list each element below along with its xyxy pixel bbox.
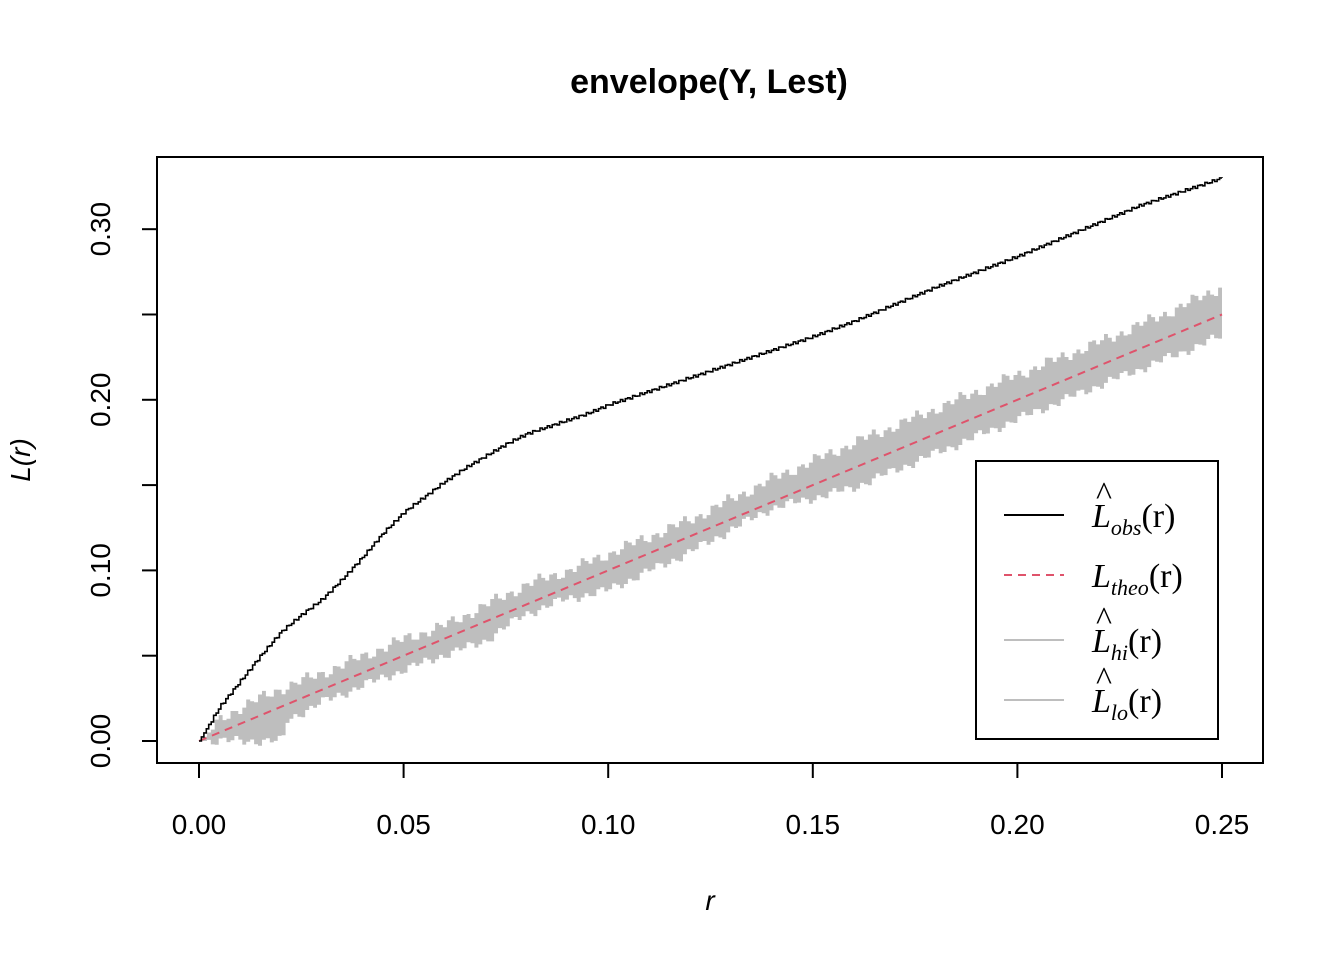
x-tick-label: 0.15 [786, 809, 841, 840]
y-tick-label: 0.00 [85, 714, 116, 769]
y-tick-label: 0.10 [85, 543, 116, 598]
y-tick-label: 0.20 [85, 373, 116, 428]
chart-title: envelope(Y, Lest) [570, 63, 848, 101]
series-line-obs [199, 177, 1223, 742]
legend-hat-lo: ^ [1096, 661, 1112, 698]
legend: Lobs(r)^Ltheo(r)Lhi(r)^Llo(r)^ [975, 460, 1219, 740]
x-tick-label: 0.05 [376, 809, 431, 840]
y-tick-label: 0.30 [85, 202, 116, 257]
y-axis: 0.00 0.10 0.20 0.30 [85, 202, 158, 769]
legend-label-obs: Lobs(r) [1091, 498, 1175, 540]
y-axis-label: L(r) [5, 438, 36, 482]
series-layer [198, 177, 1223, 742]
legend-box [975, 460, 1219, 740]
x-axis-label: r [705, 885, 716, 916]
legend-label-hi: Lhi(r) [1091, 623, 1162, 665]
legend-label-lo: Llo(r) [1091, 683, 1162, 725]
x-tick-label: 0.25 [1195, 809, 1250, 840]
legend-hat-hi: ^ [1096, 601, 1112, 638]
x-tick-label: 0.00 [172, 809, 227, 840]
legend-label-theo: Ltheo(r) [1091, 558, 1183, 600]
x-tick-label: 0.10 [581, 809, 636, 840]
envelope-band [199, 283, 1222, 746]
series-line-theo [198, 313, 1223, 742]
x-axis: 0.00 0.05 0.10 0.15 0.20 0.25 [172, 762, 1250, 840]
envelope-band-layer [199, 283, 1222, 746]
legend-hat-obs: ^ [1096, 476, 1112, 513]
x-tick-label: 0.20 [990, 809, 1045, 840]
